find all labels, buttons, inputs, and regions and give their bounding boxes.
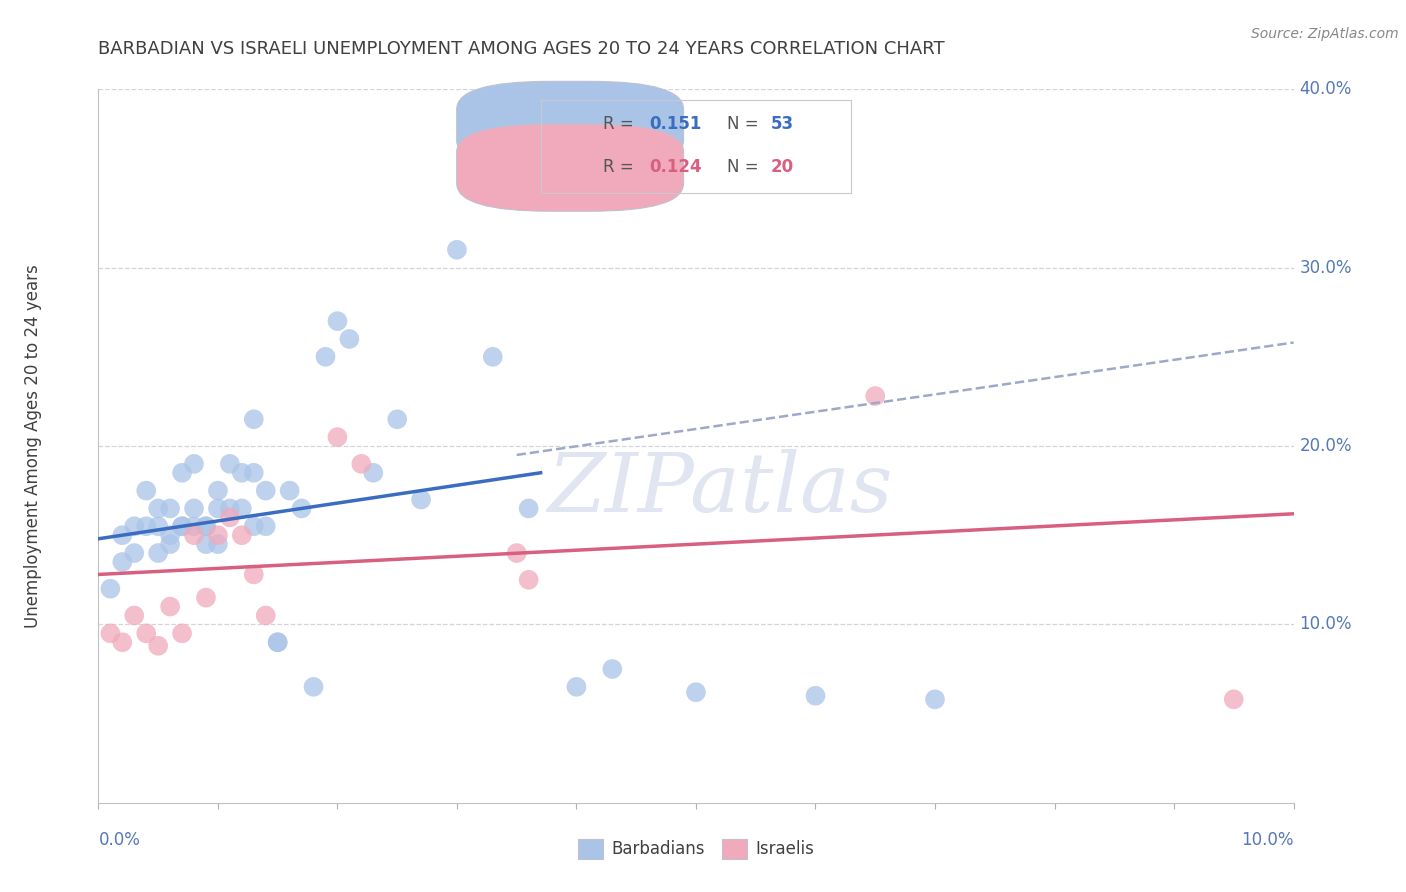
- Text: Unemployment Among Ages 20 to 24 years: Unemployment Among Ages 20 to 24 years: [24, 264, 42, 628]
- Point: [183, 501, 205, 516]
- Point: [924, 692, 946, 706]
- Point: [565, 680, 588, 694]
- Text: Source: ZipAtlas.com: Source: ZipAtlas.com: [1251, 27, 1399, 41]
- Point: [411, 492, 433, 507]
- Point: [207, 537, 229, 551]
- Legend: Barbadians, Israelis: Barbadians, Israelis: [571, 832, 821, 866]
- Point: [159, 537, 181, 551]
- Point: [172, 466, 194, 480]
- Text: 20.0%: 20.0%: [1299, 437, 1353, 455]
- Point: [207, 501, 229, 516]
- Point: [207, 528, 229, 542]
- Point: [302, 680, 325, 694]
- Text: 40.0%: 40.0%: [1299, 80, 1353, 98]
- Point: [194, 591, 218, 605]
- Point: [231, 501, 253, 516]
- Point: [124, 519, 146, 533]
- Point: [267, 635, 290, 649]
- Point: [135, 626, 157, 640]
- Point: [254, 608, 277, 623]
- Point: [363, 466, 385, 480]
- Point: [267, 635, 290, 649]
- Point: [243, 519, 266, 533]
- Point: [194, 519, 218, 533]
- Point: [124, 546, 146, 560]
- Point: [278, 483, 301, 498]
- Point: [517, 501, 540, 516]
- Point: [804, 689, 827, 703]
- Point: [194, 519, 218, 533]
- Point: [446, 243, 468, 257]
- Point: [219, 457, 242, 471]
- Point: [111, 635, 134, 649]
- Point: [159, 501, 181, 516]
- Text: 10.0%: 10.0%: [1299, 615, 1353, 633]
- Point: [506, 546, 529, 560]
- Text: ZIPatlas: ZIPatlas: [547, 449, 893, 529]
- Point: [685, 685, 707, 699]
- Point: [135, 519, 157, 533]
- Point: [148, 546, 170, 560]
- Text: 30.0%: 30.0%: [1299, 259, 1353, 277]
- Point: [315, 350, 337, 364]
- Point: [194, 537, 218, 551]
- Point: [159, 528, 181, 542]
- Point: [219, 510, 242, 524]
- Point: [385, 412, 409, 426]
- Point: [219, 501, 242, 516]
- Point: [350, 457, 373, 471]
- Point: [98, 582, 122, 596]
- Point: [865, 389, 887, 403]
- Point: [207, 483, 229, 498]
- Text: BARBADIAN VS ISRAELI UNEMPLOYMENT AMONG AGES 20 TO 24 YEARS CORRELATION CHART: BARBADIAN VS ISRAELI UNEMPLOYMENT AMONG …: [98, 40, 945, 58]
- Point: [148, 639, 170, 653]
- Point: [231, 528, 253, 542]
- Text: 10.0%: 10.0%: [1241, 831, 1294, 849]
- Point: [481, 350, 505, 364]
- Point: [135, 483, 157, 498]
- Point: [254, 483, 277, 498]
- Point: [290, 501, 312, 516]
- Point: [98, 626, 122, 640]
- Point: [124, 608, 146, 623]
- Point: [111, 555, 134, 569]
- Point: [1223, 692, 1246, 706]
- Point: [159, 599, 181, 614]
- Point: [243, 412, 266, 426]
- Point: [148, 501, 170, 516]
- Point: [172, 519, 194, 533]
- Point: [326, 314, 349, 328]
- Point: [339, 332, 360, 346]
- Point: [326, 430, 349, 444]
- Point: [183, 457, 205, 471]
- Point: [243, 567, 266, 582]
- Point: [183, 528, 205, 542]
- Point: [517, 573, 540, 587]
- Point: [231, 466, 253, 480]
- Point: [183, 519, 205, 533]
- Point: [172, 519, 194, 533]
- Point: [600, 662, 623, 676]
- Point: [148, 519, 170, 533]
- Point: [243, 466, 266, 480]
- Point: [254, 519, 277, 533]
- Point: [172, 626, 194, 640]
- Point: [111, 528, 134, 542]
- Text: 0.0%: 0.0%: [98, 831, 141, 849]
